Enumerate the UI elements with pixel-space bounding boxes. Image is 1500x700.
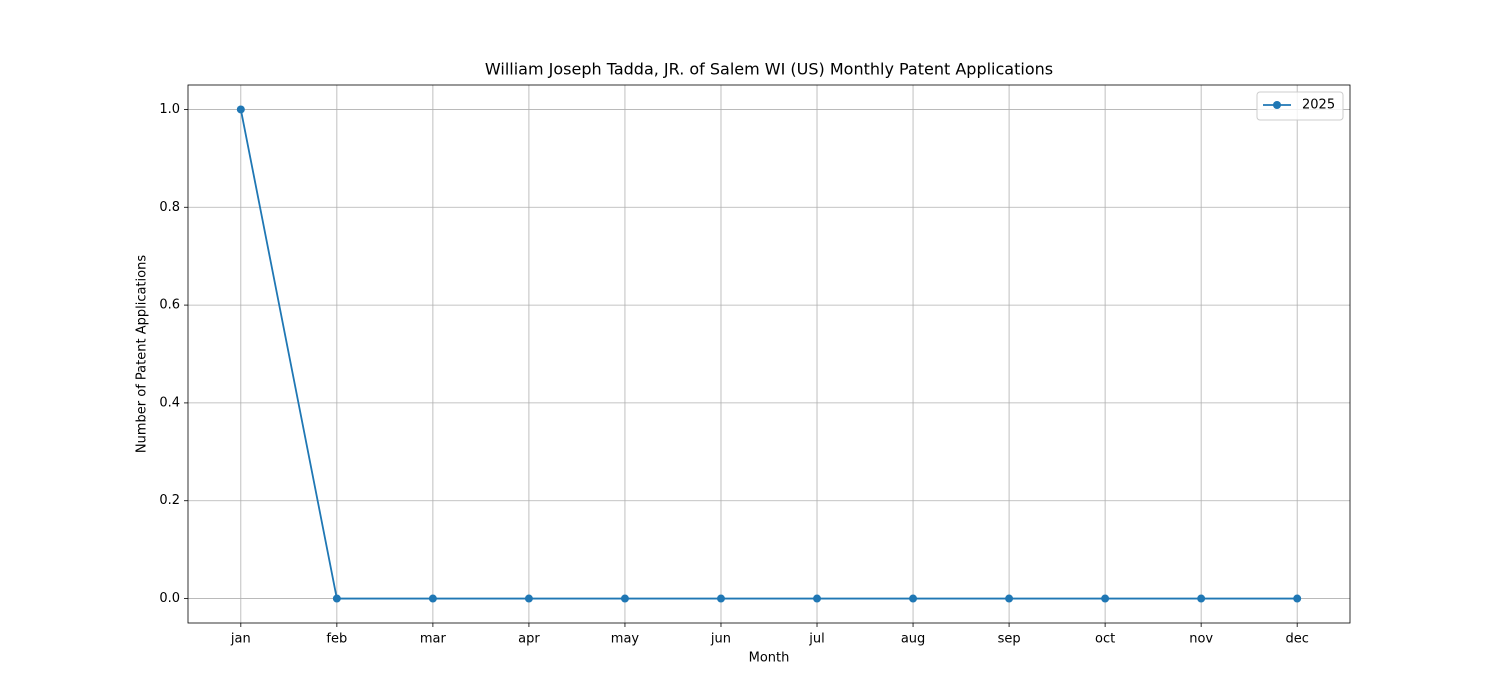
- point: [621, 595, 629, 603]
- point: [717, 595, 725, 603]
- y-tick-label: 0.2: [159, 493, 180, 508]
- y-axis-label: Number of Patent Applications: [135, 255, 150, 453]
- x-tick-label: mar: [420, 632, 447, 647]
- legend: 2025: [1257, 92, 1343, 120]
- x-tick-label: nov: [1189, 632, 1213, 647]
- x-axis-label: Month: [749, 651, 790, 666]
- y-tick-label: 0.6: [159, 298, 180, 313]
- legend-marker: [1273, 101, 1281, 109]
- y-tick-label: 1.0: [159, 102, 180, 117]
- x-tick-label: aug: [901, 632, 925, 647]
- point: [1197, 595, 1205, 603]
- x-tick-label: oct: [1095, 632, 1115, 647]
- point: [813, 595, 821, 603]
- legend-label: 2025: [1302, 98, 1335, 113]
- point: [1293, 595, 1301, 603]
- x-tick-label: jul: [808, 632, 824, 647]
- x-tick-label: jun: [710, 632, 731, 647]
- point: [237, 105, 245, 113]
- point: [429, 595, 437, 603]
- chart: William Joseph Tadda, JR. of Salem WI (U…: [0, 0, 1500, 700]
- point: [525, 595, 533, 603]
- y-tick-label: 0.4: [159, 395, 180, 410]
- x-tick-label: dec: [1285, 632, 1308, 647]
- point: [909, 595, 917, 603]
- point: [1101, 595, 1109, 603]
- y-tick-label: 0.8: [159, 200, 180, 215]
- x-tick-label: apr: [518, 632, 540, 647]
- x-tick-label: feb: [326, 632, 347, 647]
- x-tick-label: may: [611, 632, 640, 647]
- y-tick-label: 0.0: [159, 591, 180, 606]
- point: [333, 595, 341, 603]
- chart-title: William Joseph Tadda, JR. of Salem WI (U…: [485, 60, 1053, 79]
- point: [1005, 595, 1013, 603]
- x-tick-label: sep: [998, 632, 1021, 647]
- x-tick-label: jan: [230, 632, 251, 647]
